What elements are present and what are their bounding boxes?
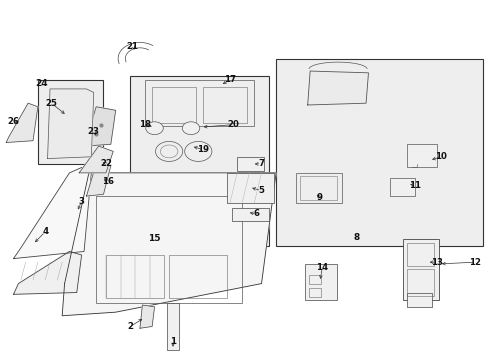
Bar (152, 87, 196, 123)
Bar (169, 255, 227, 298)
Bar (237, 157, 264, 171)
Bar (166, 303, 179, 350)
Text: 13: 13 (429, 258, 442, 267)
Bar (305, 264, 336, 300)
Text: 18: 18 (139, 120, 150, 129)
Bar (38, 80, 103, 164)
Text: 6: 6 (253, 210, 259, 219)
Bar (407, 269, 433, 296)
Bar (144, 80, 254, 126)
Polygon shape (84, 107, 116, 146)
Bar (308, 275, 321, 284)
Bar (407, 243, 433, 266)
Polygon shape (79, 146, 113, 173)
Text: 17: 17 (224, 76, 236, 85)
Bar (203, 87, 246, 123)
Bar (308, 288, 321, 297)
Text: 14: 14 (316, 263, 327, 272)
Text: 23: 23 (87, 127, 100, 136)
Text: 26: 26 (7, 117, 20, 126)
Text: 15: 15 (148, 234, 161, 243)
Text: 1: 1 (170, 337, 176, 346)
Text: 12: 12 (468, 258, 481, 267)
Bar (276, 59, 482, 246)
Polygon shape (62, 173, 276, 316)
Circle shape (145, 122, 163, 135)
Polygon shape (6, 103, 38, 143)
Text: 9: 9 (316, 193, 322, 202)
Bar (106, 255, 164, 298)
Polygon shape (86, 164, 111, 196)
Bar (96, 196, 242, 303)
Text: 10: 10 (435, 152, 447, 161)
Text: 7: 7 (258, 159, 264, 168)
Text: 25: 25 (45, 99, 57, 108)
Bar (300, 176, 336, 200)
Bar (389, 178, 414, 196)
Text: 24: 24 (35, 79, 47, 88)
Text: 11: 11 (408, 181, 420, 190)
Text: 8: 8 (352, 233, 359, 242)
Polygon shape (47, 89, 94, 158)
Text: 2: 2 (127, 322, 133, 331)
Text: 3: 3 (79, 197, 84, 206)
Polygon shape (140, 305, 154, 328)
Bar (232, 207, 268, 221)
Polygon shape (14, 167, 91, 258)
Text: 16: 16 (102, 177, 114, 186)
Text: 4: 4 (42, 227, 48, 236)
Bar (227, 173, 273, 203)
Text: 5: 5 (258, 186, 264, 195)
Polygon shape (307, 71, 368, 105)
Bar (407, 293, 431, 307)
Bar (402, 239, 438, 300)
Bar (130, 76, 268, 246)
Bar (407, 144, 436, 167)
Bar (295, 173, 341, 203)
Polygon shape (14, 251, 81, 294)
Text: 20: 20 (227, 120, 239, 129)
Text: 21: 21 (126, 41, 139, 50)
Text: 22: 22 (100, 159, 112, 168)
Text: 19: 19 (197, 145, 209, 154)
Circle shape (182, 122, 200, 135)
